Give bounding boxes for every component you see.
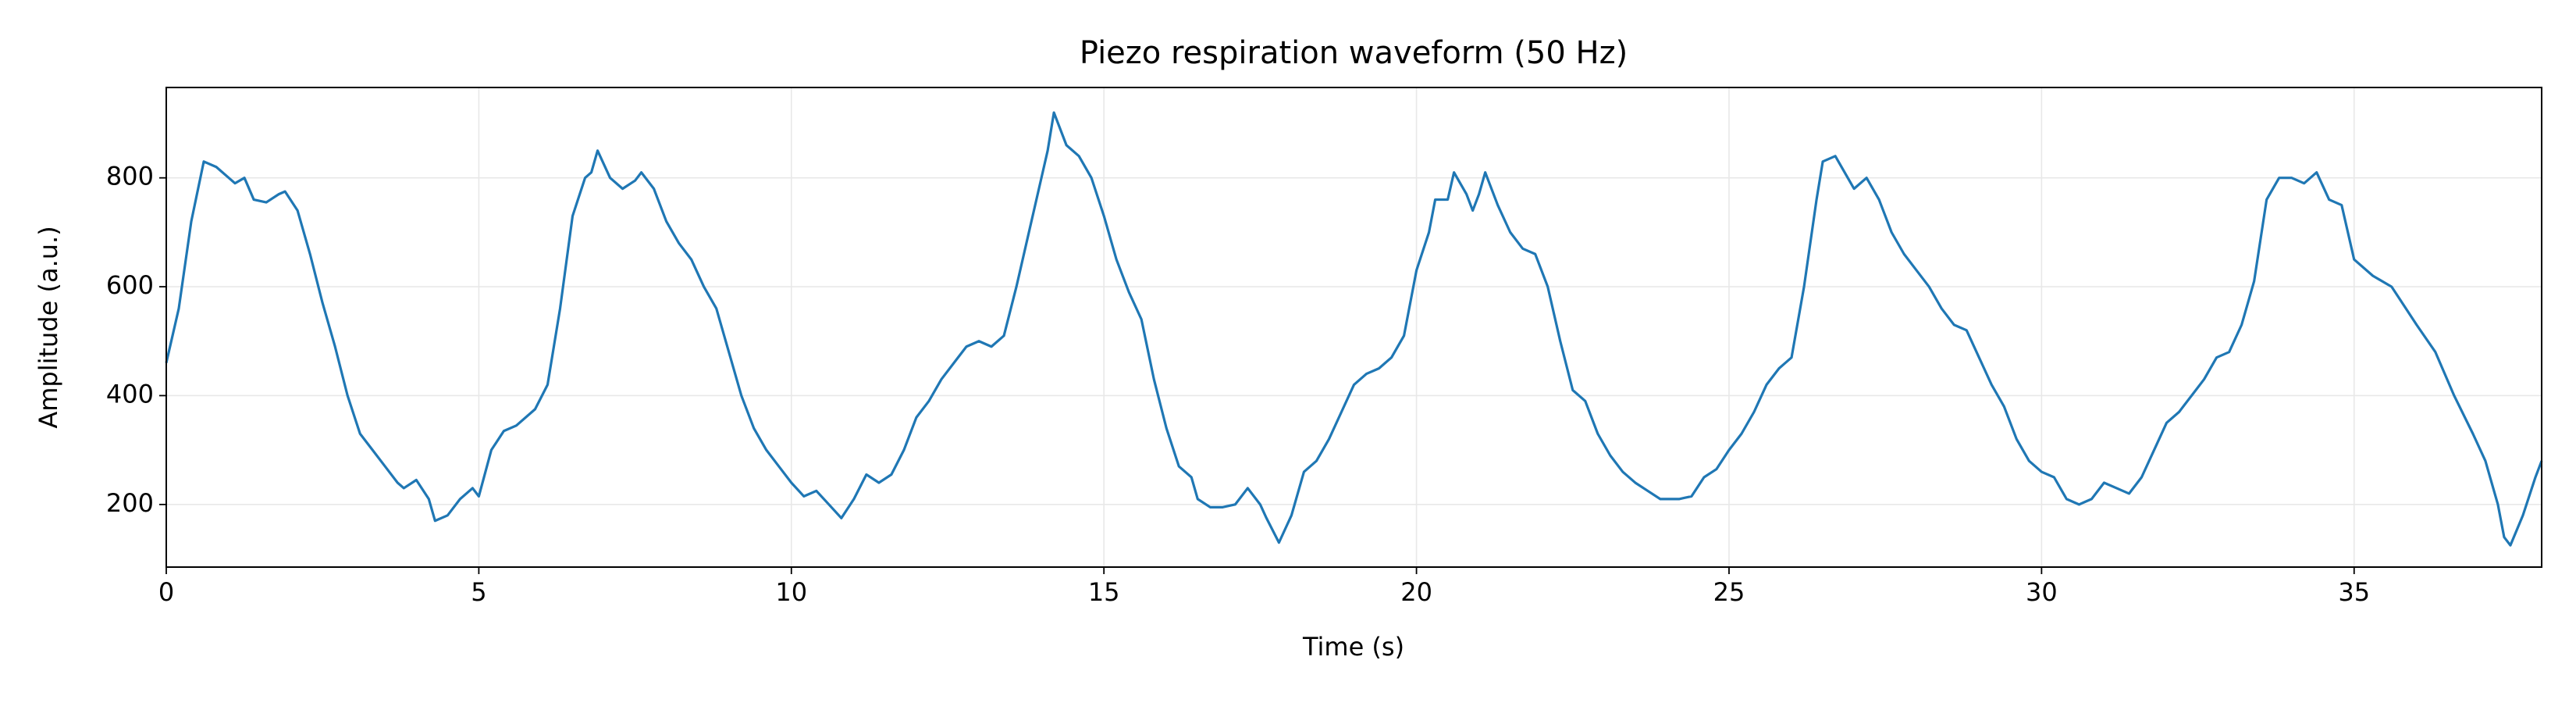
y-tick-label: 200 — [106, 488, 154, 518]
x-tick-label: 20 — [1400, 577, 1432, 607]
y-tick-label: 600 — [106, 270, 154, 300]
x-tick-label: 30 — [2026, 577, 2058, 607]
chart-title: Piezo respiration waveform (50 Hz) — [1080, 35, 1628, 71]
x-tick-label: 5 — [471, 577, 486, 607]
x-tick-label: 15 — [1088, 577, 1120, 607]
waveform-line — [165, 111, 2543, 547]
x-tick-label: 25 — [1713, 577, 1745, 607]
y-axis-label: Amplitude (a.u.) — [34, 226, 63, 428]
plot-frame — [165, 87, 2542, 568]
y-tick-label: 400 — [106, 379, 154, 409]
x-tick-label: 10 — [775, 577, 807, 607]
x-tick-label: 35 — [2338, 577, 2370, 607]
x-axis-label: Time (s) — [1302, 632, 1404, 662]
x-tick-label: 0 — [158, 577, 174, 607]
y-tick-label: 800 — [106, 162, 154, 191]
